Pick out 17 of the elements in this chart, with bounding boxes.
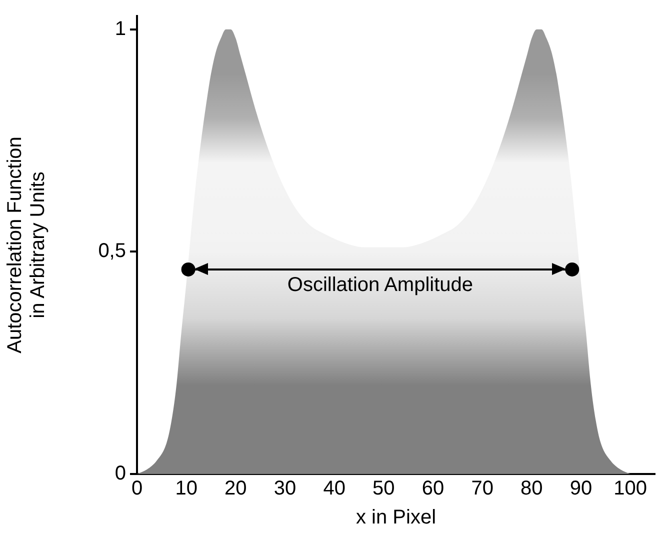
x-tick-label: 10 [175,478,198,500]
x-tick-label: 30 [274,478,296,500]
x-tick-label: 20 [224,478,247,500]
y-axis-title: Autocorrelation Function in Arbitrary Units [4,136,50,354]
x-tick-label: 100 [614,478,648,500]
x-tick-label: 50 [372,478,395,500]
y-tick-label: 0 [114,462,126,485]
x-axis-title: x in Pixel [356,506,436,529]
x-tick-label: 60 [422,478,444,500]
x-tick-label: 70 [471,478,494,500]
y-tick-label: 1 [114,18,126,40]
y-tick-label: 0,5 [98,240,126,262]
x-tick-label: 90 [570,478,592,500]
x-tick-label: 0 [131,478,143,500]
x-tick-label: 40 [323,478,346,500]
annotation: Oscillation Amplitude [287,274,474,296]
x-tick-label: 80 [520,478,543,500]
